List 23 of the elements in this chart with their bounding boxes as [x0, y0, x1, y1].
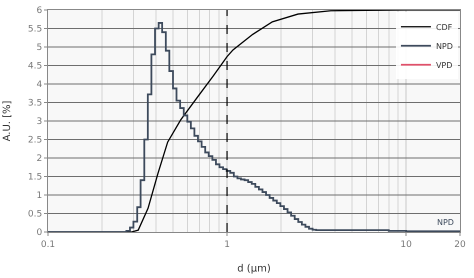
x-tick-label: 10 — [400, 240, 412, 250]
y-axis-title: A.U. [%] — [2, 100, 13, 142]
annotation: NPD — [437, 218, 454, 227]
y-tick-label: 4.5 — [28, 62, 42, 72]
y-tick-label: 2 — [36, 154, 42, 164]
y-tick-label: 0.5 — [28, 210, 42, 220]
y-tick-label: 4 — [36, 80, 42, 90]
x-tick-label: 1 — [224, 240, 230, 250]
y-tick-label: 6 — [36, 6, 42, 16]
x-axis-title: d (µm) — [237, 263, 271, 274]
y-tick-label: 5.5 — [28, 24, 42, 35]
y-tick-label: 3 — [36, 117, 42, 128]
legend-label: CDF — [436, 22, 453, 32]
legend-label: VPD — [436, 60, 452, 70]
y-tick-label: 5 — [36, 43, 42, 54]
y-tick-label: 1.5 — [28, 172, 42, 183]
legend-label: NPD — [436, 42, 453, 51]
x-tick-label: 0.1 — [40, 240, 56, 250]
y-tick-label: 0 — [36, 228, 42, 238]
y-tick-label: 1 — [36, 191, 42, 202]
x-tick-label: 20 — [454, 240, 466, 250]
y-tick-label: 2.5 — [28, 136, 42, 146]
y-tick-label: 3.5 — [28, 98, 42, 109]
